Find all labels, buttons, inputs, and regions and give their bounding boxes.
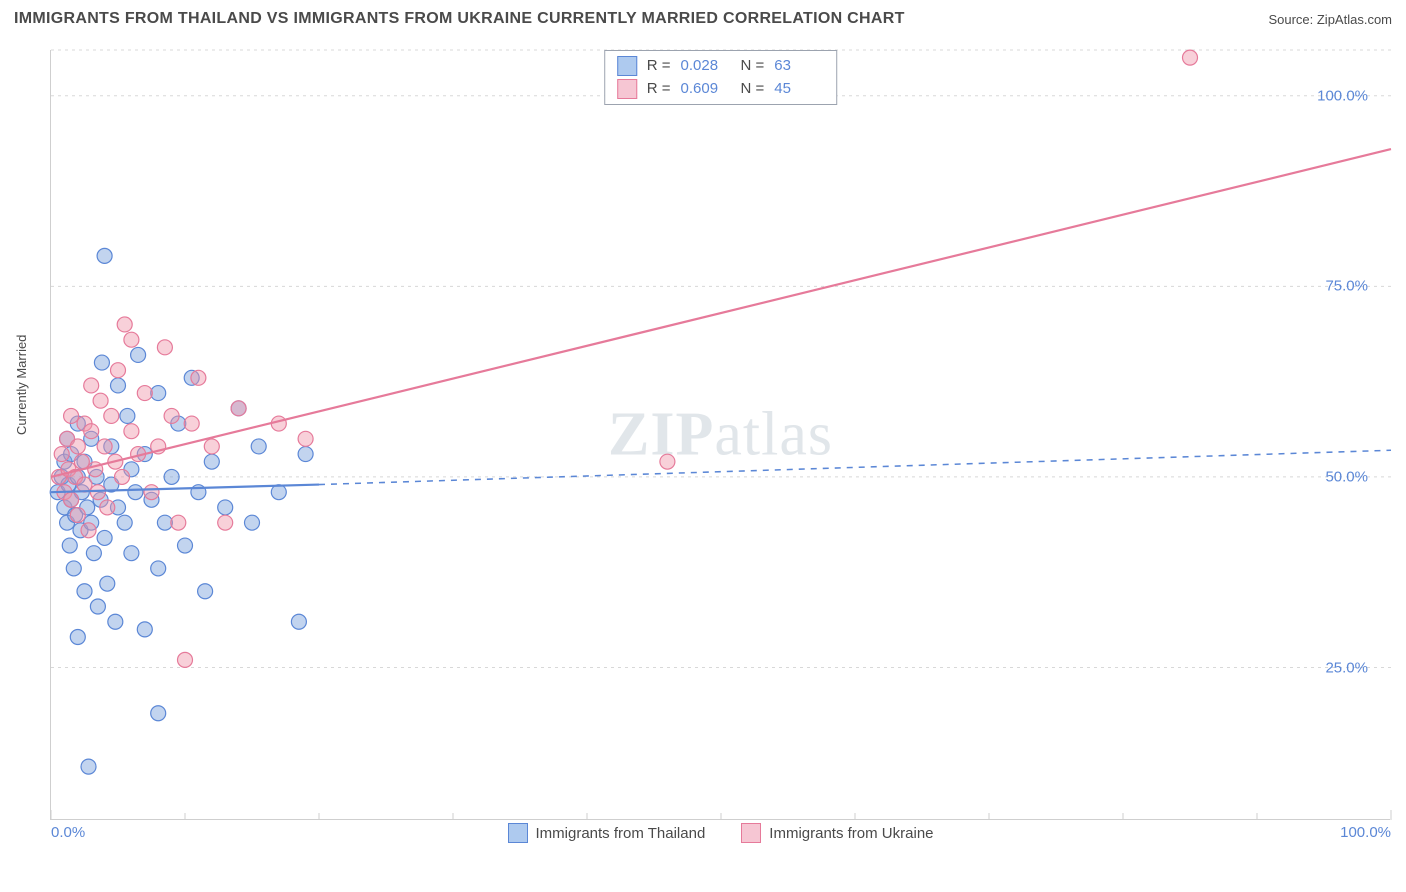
y-axis-label: Currently Married xyxy=(14,335,29,435)
legend-label: Immigrants from Ukraine xyxy=(769,825,933,842)
legend-stat-row-ukraine: R = 0.609 N = 45 xyxy=(617,78,825,101)
r-label: R = xyxy=(647,55,671,78)
plot-area: ZIPatlas R =0.028N =63R =0.609N =45 Immi… xyxy=(50,50,1390,820)
legend-swatch-thailand xyxy=(508,823,528,843)
chart-title: IMMIGRANTS FROM THAILAND VS IMMIGRANTS F… xyxy=(14,10,905,28)
r-value: 0.028 xyxy=(681,55,731,78)
chart-header: IMMIGRANTS FROM THAILAND VS IMMIGRANTS F… xyxy=(14,10,1392,28)
legend-stat-row-thailand: R = 0.028 N = 63 xyxy=(617,55,825,78)
legend-swatch-ukraine xyxy=(741,823,761,843)
legend-label: Immigrants from Thailand xyxy=(536,825,706,842)
legend-stats-box: R = 0.028 N = 63 R = 0.609 N = 45 xyxy=(604,50,838,105)
chart-svg xyxy=(51,50,1390,819)
legend-swatch-thailand xyxy=(617,56,637,76)
legend-item-ukraine: Immigrants from Ukraine xyxy=(741,823,933,843)
y-tick-label: 100.0% xyxy=(1317,87,1368,104)
x-tick-label: 0.0% xyxy=(51,824,85,841)
r-label: R = xyxy=(647,78,671,101)
legend-series: Immigrants from Thailand Immigrants from … xyxy=(508,823,934,843)
legend-item-thailand: Immigrants from Thailand xyxy=(508,823,706,843)
y-tick-label: 50.0% xyxy=(1325,468,1368,485)
source-attribution: Source: ZipAtlas.com xyxy=(1268,12,1392,27)
n-value: 45 xyxy=(774,78,824,101)
n-label: N = xyxy=(741,78,765,101)
y-tick-label: 25.0% xyxy=(1325,659,1368,676)
n-value: 63 xyxy=(774,55,824,78)
r-value: 0.609 xyxy=(681,78,731,101)
x-tick-label: 100.0% xyxy=(1340,824,1391,841)
y-tick-label: 75.0% xyxy=(1325,278,1368,295)
legend-swatch-ukraine xyxy=(617,79,637,99)
n-label: N = xyxy=(741,55,765,78)
